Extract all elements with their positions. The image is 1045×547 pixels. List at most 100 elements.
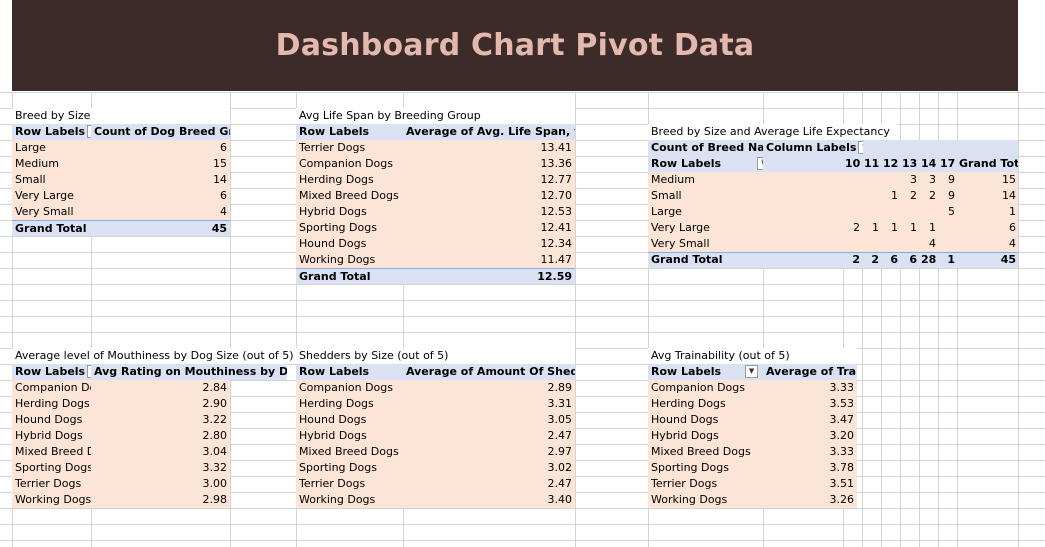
row-label[interactable]: Working Dogs <box>296 492 403 508</box>
row-labels-header[interactable]: Row Labels▼ <box>12 124 91 140</box>
row-label[interactable]: Very Large <box>651 221 710 234</box>
row-label[interactable]: Sporting Dogs <box>648 460 763 476</box>
row-cell[interactable] <box>919 204 938 220</box>
row-cell[interactable] <box>862 204 881 220</box>
row-value[interactable]: 3.04 <box>91 444 230 460</box>
row-value[interactable]: 12.41 <box>403 220 575 236</box>
row-label[interactable]: Terrier Dogs <box>296 140 403 156</box>
row-value[interactable]: 2.97 <box>403 444 575 460</box>
row-label[interactable]: Medium <box>12 156 91 172</box>
row-cell[interactable] <box>862 236 881 252</box>
row-value[interactable]: 12.77 <box>403 172 575 188</box>
row-value[interactable]: 3.33 <box>763 380 857 396</box>
row-value[interactable]: 3.33 <box>763 444 857 460</box>
row-cell[interactable] <box>862 172 881 188</box>
row-label[interactable]: Hybrid Dogs <box>296 204 403 220</box>
row-labels-header[interactable]: Row Labels▼ <box>648 364 763 380</box>
grand-total-cell[interactable]: 1 <box>947 253 955 266</box>
column-header[interactable]: 12 <box>883 157 899 170</box>
row-value[interactable]: 2.90 <box>91 396 230 412</box>
row-cell[interactable]: 1 <box>891 221 898 234</box>
row-label[interactable]: Hybrid Dogs <box>12 428 91 444</box>
row-value[interactable]: 2.98 <box>91 492 230 508</box>
row-value[interactable]: 3.22 <box>91 412 230 428</box>
grand-total-cell[interactable]: 6 <box>890 253 898 266</box>
value-header[interactable]: Count of Dog Breed Group <box>91 124 230 140</box>
row-value[interactable]: 11.47 <box>403 252 575 268</box>
row-cell[interactable]: 6 <box>1009 221 1016 234</box>
row-value[interactable]: 3.26 <box>763 492 857 508</box>
grand-total-label[interactable]: Grand Total <box>296 268 403 284</box>
row-label[interactable]: Large <box>12 140 91 156</box>
value-header[interactable]: Average of Avg. Life Span, years <box>403 124 575 140</box>
row-cell[interactable] <box>843 172 862 188</box>
row-labels-header[interactable]: Row Labels↓ <box>296 124 403 140</box>
row-value[interactable]: 3.40 <box>403 492 575 508</box>
value-header[interactable]: Average of Amount Of Shedding <box>403 364 575 380</box>
row-label[interactable]: Terrier Dogs <box>12 476 91 492</box>
column-labels-header[interactable]: Column Labels▼ <box>763 140 863 156</box>
row-label[interactable]: Medium <box>651 173 695 186</box>
row-label[interactable]: Working Dogs <box>12 492 91 508</box>
row-value[interactable]: 3.47 <box>763 412 857 428</box>
row-value[interactable]: 6 <box>91 140 230 156</box>
row-label[interactable]: Hound Dogs <box>296 236 403 252</box>
row-cell[interactable]: 9 <box>948 173 955 186</box>
row-value[interactable]: 2.47 <box>403 428 575 444</box>
row-cell[interactable] <box>843 236 862 252</box>
filter-icon[interactable]: ⊽ <box>757 156 763 170</box>
row-cell[interactable] <box>900 236 919 252</box>
row-cell[interactable] <box>843 204 862 220</box>
row-cell[interactable] <box>881 172 900 188</box>
row-cell[interactable]: 1 <box>910 221 917 234</box>
dropdown-arrow-icon[interactable]: ▼ <box>87 364 91 378</box>
row-cell[interactable]: 2 <box>853 221 860 234</box>
row-label[interactable]: Hound Dogs <box>648 412 763 428</box>
row-cell[interactable]: 3 <box>910 173 917 186</box>
row-label[interactable]: Companion Dogs <box>296 380 403 396</box>
row-value[interactable]: 12.53 <box>403 204 575 220</box>
row-label[interactable]: Companion Dc <box>12 380 91 396</box>
row-cell[interactable] <box>862 188 881 204</box>
grand-total-cell[interactable]: 28 <box>921 253 937 266</box>
row-cell[interactable]: 1 <box>891 189 898 202</box>
grand-total-label[interactable]: Grand Total <box>12 220 91 236</box>
grand-total-cell[interactable]: 45 <box>1000 253 1016 266</box>
row-value[interactable]: 6 <box>91 188 230 204</box>
row-label[interactable]: Terrier Dogs <box>296 476 403 492</box>
column-header[interactable]: 13 <box>902 157 918 170</box>
dropdown-arrow-icon[interactable]: ▼ <box>87 124 91 138</box>
row-cell[interactable] <box>938 220 957 236</box>
row-label[interactable]: Very Small <box>651 237 710 250</box>
row-label[interactable]: Hybrid Dogs <box>296 428 403 444</box>
row-label[interactable]: Hound Dogs <box>296 412 403 428</box>
row-value[interactable]: 2.80 <box>91 428 230 444</box>
row-cell[interactable] <box>881 236 900 252</box>
row-label[interactable]: Small <box>12 172 91 188</box>
row-cell[interactable] <box>900 204 919 220</box>
row-label[interactable]: Mixed Breed Dogs <box>296 444 403 460</box>
row-label[interactable]: Companion Dogs <box>648 380 763 396</box>
row-label[interactable]: Large <box>651 205 682 218</box>
row-cell[interactable]: 3 <box>929 173 936 186</box>
row-labels-header[interactable]: Row Labels⊽ <box>648 156 763 172</box>
row-cell[interactable] <box>938 236 957 252</box>
row-label[interactable]: Sporting Dogs <box>296 460 403 476</box>
dropdown-arrow-icon[interactable]: ▼ <box>858 140 863 154</box>
row-cell[interactable]: 5 <box>948 205 955 218</box>
row-value[interactable]: 2.47 <box>403 476 575 492</box>
row-label[interactable]: Herding Dogs <box>12 396 91 412</box>
row-cell[interactable] <box>881 204 900 220</box>
row-value[interactable]: 3.32 <box>91 460 230 476</box>
row-label[interactable]: Herding Dogs <box>648 396 763 412</box>
row-cell[interactable]: 1 <box>929 221 936 234</box>
row-value[interactable]: 2.84 <box>91 380 230 396</box>
grand-total-cell[interactable]: 2 <box>871 253 879 266</box>
row-value[interactable]: 4 <box>91 204 230 220</box>
row-value[interactable]: 3.00 <box>91 476 230 492</box>
row-label[interactable]: Working Dogs <box>296 252 403 268</box>
row-value[interactable]: 14 <box>91 172 230 188</box>
grand-total-label[interactable]: Grand Total <box>651 253 723 266</box>
grand-total-cell[interactable]: 6 <box>909 253 917 266</box>
row-value[interactable]: 3.20 <box>763 428 857 444</box>
